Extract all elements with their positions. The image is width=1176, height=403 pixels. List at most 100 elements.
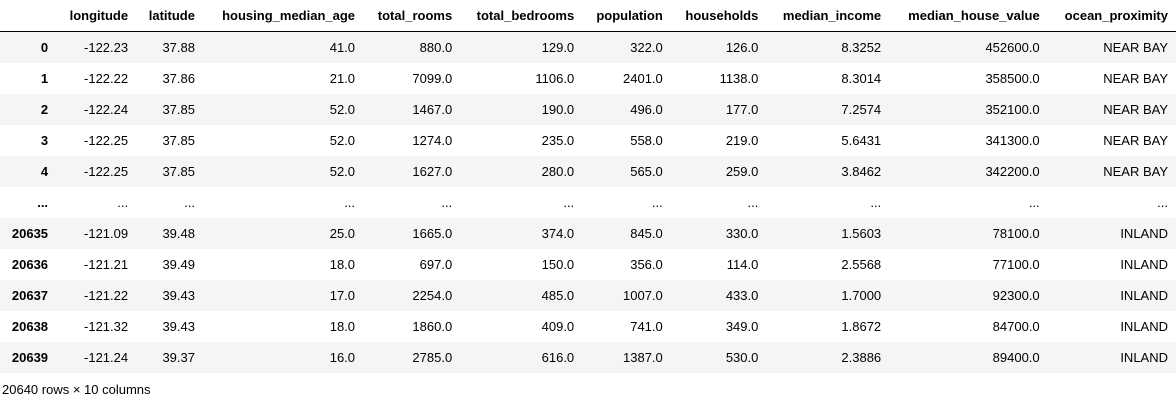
table-cell: 2.5568: [841, 257, 882, 272]
row-index: 20637: [11, 288, 49, 303]
table-cell: 7.2574: [841, 102, 882, 117]
table-body: 0 -122.23 37.88 41.0 880.0 129.0 322.0 126.0 8.3…: [0, 31, 1176, 373]
table-cell: 697.0: [419, 257, 453, 272]
table-cell: 77100.0: [992, 257, 1040, 272]
table-cell: -121.21: [84, 257, 129, 272]
table-cell: -121.22: [84, 288, 129, 303]
table-cell: 1106.0: [535, 71, 575, 86]
table-cell: 52.0: [329, 102, 356, 117]
column-header-latitude: latitude: [136, 0, 203, 32]
table-cell: ...: [1157, 195, 1168, 210]
table-cell: 741.0: [630, 319, 663, 334]
table-cell: 330.0: [725, 226, 759, 241]
table-cell: 52.0: [329, 133, 356, 148]
table-cell: 17.0: [329, 288, 356, 303]
table-row: 1 -122.22 37.86 21.0 7099.0 1106.0 2401.0 1138.…: [0, 63, 1176, 94]
table-cell: ...: [563, 195, 575, 210]
table-cell: 126.0: [725, 40, 759, 55]
table-cell: -121.32: [84, 319, 129, 334]
table-cell: 8.3014: [841, 71, 882, 86]
table-cell: 37.85: [162, 133, 195, 148]
table-cell: 89400.0: [992, 350, 1040, 365]
table-cell: NEAR BAY: [1103, 133, 1168, 148]
table-cell: 452600.0: [985, 40, 1040, 55]
table-cell: 37.85: [162, 164, 195, 179]
dataframe-table: longitude latitude housing_median_age total…: [0, 0, 1176, 373]
table-cell: ...: [117, 195, 129, 210]
table-cell: 177.0: [725, 102, 759, 117]
table-cell: 616.0: [541, 350, 575, 365]
table-cell: -122.24: [84, 102, 129, 117]
table-cell: ...: [344, 195, 356, 210]
table-cell: 358500.0: [985, 71, 1040, 86]
table-cell: 2254.0: [412, 288, 453, 303]
table-cell: 39.43: [162, 288, 195, 303]
table-cell: 349.0: [725, 319, 759, 334]
table-cell: 7099.0: [412, 71, 453, 86]
column-header-median_income: median_income: [766, 0, 890, 32]
table-row: .................................: [0, 187, 1176, 218]
table-cell: -122.25: [84, 164, 129, 179]
table-cell: 18.0: [329, 319, 356, 334]
table-cell: 1138.0: [719, 71, 759, 86]
table-cell: 18.0: [329, 257, 356, 272]
table-row: 0 -122.23 37.88 41.0 880.0 129.0 322.0 126.0 8.3…: [0, 31, 1176, 63]
table-cell: 1860.0: [412, 319, 453, 334]
table-cell: 1274.0: [412, 133, 453, 148]
table-cell: ...: [870, 195, 882, 210]
table-cell: 52.0: [329, 164, 356, 179]
column-header-total_bedrooms: total_bedrooms: [460, 0, 583, 32]
table-row: 20637 -121.22 39.43 17.0 2254.0 485.0 1007.0 43…: [0, 280, 1176, 311]
table-cell: 114.0: [726, 257, 759, 272]
table-cell: 485.0: [541, 288, 575, 303]
row-index: ...: [37, 195, 49, 210]
table-cell: 322.0: [630, 40, 663, 55]
table-cell: 37.86: [162, 71, 195, 86]
table-cell: 1387.0: [623, 350, 663, 365]
table-cell: 565.0: [630, 164, 663, 179]
table-cell: 433.0: [725, 288, 759, 303]
table-cell: INLAND: [1120, 226, 1168, 241]
table-cell: 1.7000: [841, 288, 882, 303]
column-header-housing_median_age: housing_median_age: [202, 0, 364, 32]
row-index: 20638: [11, 319, 49, 334]
table-cell: 342200.0: [985, 164, 1040, 179]
table-row: 4 -122.25 37.85 52.0 1627.0 280.0 565.0 259.0 3.…: [0, 156, 1176, 187]
table-cell: -121.24: [84, 350, 129, 365]
table-cell: NEAR BAY: [1103, 164, 1168, 179]
row-index: 20635: [11, 226, 49, 241]
table-cell: ...: [1028, 195, 1040, 210]
row-index: 3: [40, 133, 49, 148]
table-cell: 129.0: [541, 40, 575, 55]
table-cell: 25.0: [329, 226, 356, 241]
table-cell: 356.0: [630, 257, 663, 272]
table-cell: 190.0: [541, 102, 575, 117]
table-cell: 1.5603: [841, 226, 882, 241]
table-cell: 84700.0: [992, 319, 1040, 334]
table-cell: ...: [184, 195, 195, 210]
table-cell: 409.0: [541, 319, 575, 334]
table-cell: -121.09: [84, 226, 129, 241]
table-cell: ...: [651, 195, 663, 210]
table-cell: 496.0: [630, 102, 663, 117]
index-corner-header: [0, 0, 57, 32]
table-cell: 1007.0: [623, 288, 663, 303]
column-header-ocean_proximity: ocean_proximity: [1047, 0, 1176, 32]
table-cell: 2785.0: [412, 350, 453, 365]
shape-summary: 20640 rows × 10 columns: [2, 382, 151, 397]
table-cell: 374.0: [541, 226, 575, 241]
table-cell: ...: [747, 195, 759, 210]
row-index: 1: [40, 71, 49, 86]
table-cell: 2.3886: [841, 350, 882, 365]
table-cell: 1665.0: [412, 226, 453, 241]
table-cell: 341300.0: [985, 133, 1040, 148]
table-cell: 880.0: [419, 40, 453, 55]
table-cell: 92300.0: [992, 288, 1040, 303]
table-cell: 150.0: [541, 257, 575, 272]
table-cell: 16.0: [329, 350, 356, 365]
column-header-population: population: [582, 0, 671, 32]
row-index: 0: [40, 40, 49, 55]
table-cell: 530.0: [725, 350, 759, 365]
table-cell: INLAND: [1120, 319, 1168, 334]
